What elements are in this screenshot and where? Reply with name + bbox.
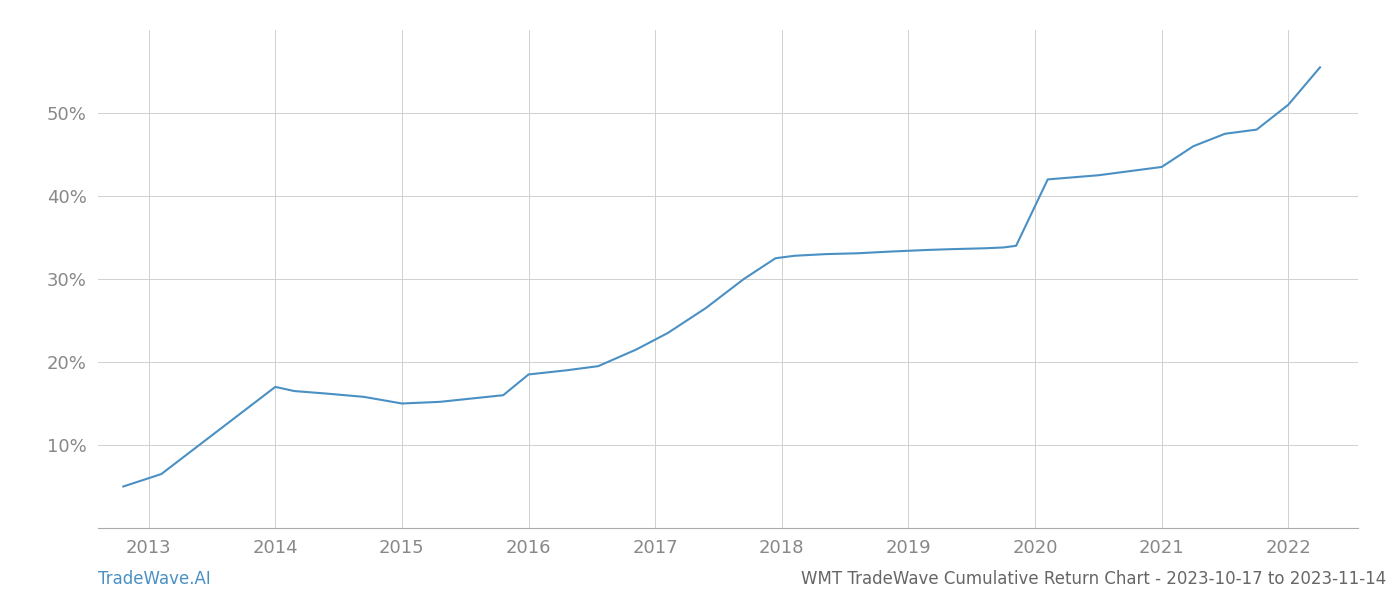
Text: TradeWave.AI: TradeWave.AI xyxy=(98,570,211,588)
Text: WMT TradeWave Cumulative Return Chart - 2023-10-17 to 2023-11-14: WMT TradeWave Cumulative Return Chart - … xyxy=(801,570,1386,588)
